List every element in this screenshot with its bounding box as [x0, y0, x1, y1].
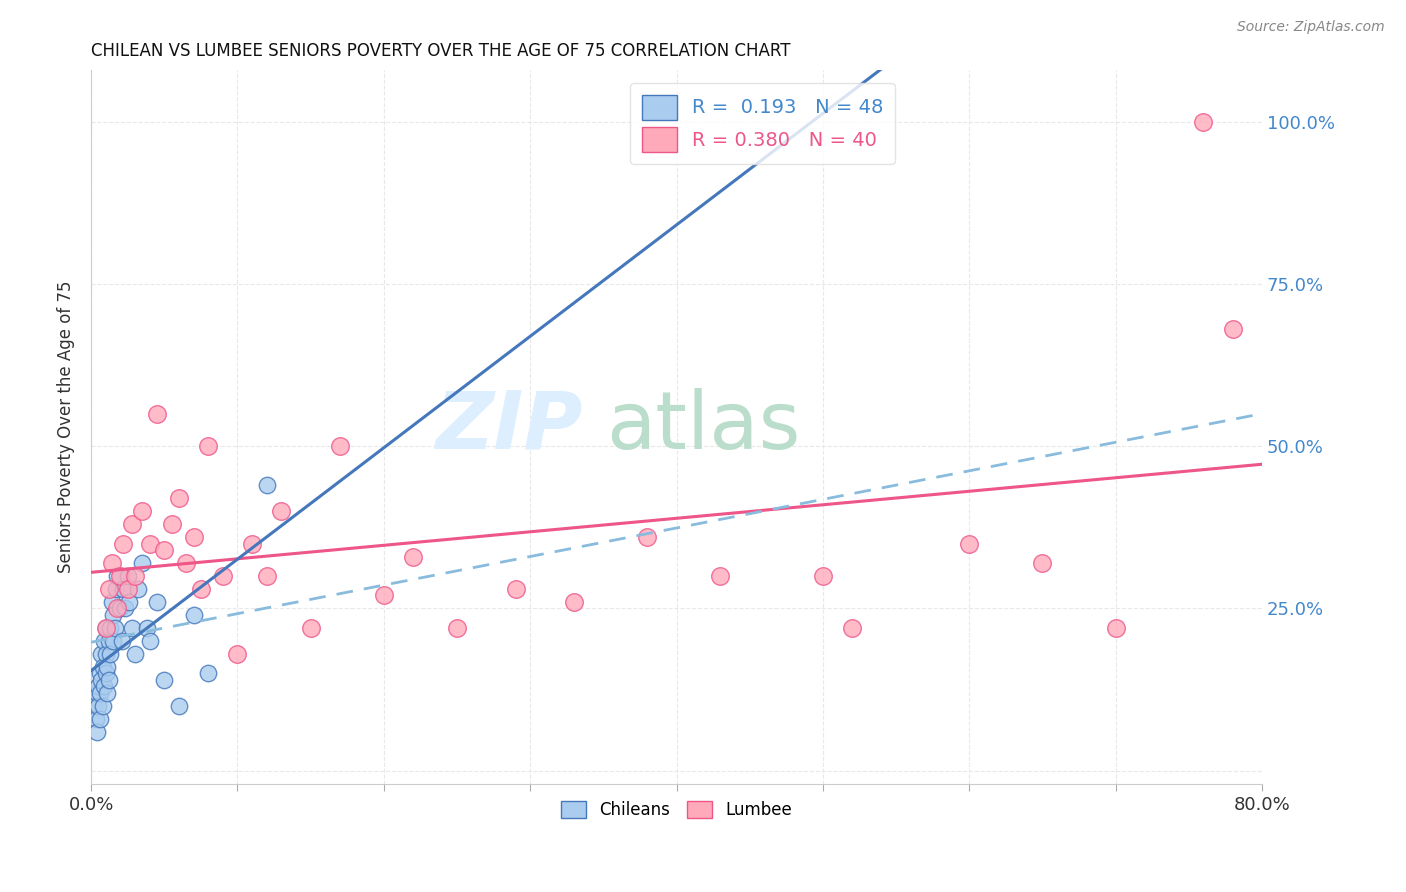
- Point: [83, 698, 105, 713]
- Point: [97, 634, 120, 648]
- Point: [240, 536, 263, 550]
- Point: [121, 517, 143, 532]
- Point: [100, 556, 122, 570]
- Point: [86, 686, 108, 700]
- Y-axis label: Seniors Poverty Over the Age of 75: Seniors Poverty Over the Age of 75: [58, 280, 75, 573]
- Point: [402, 549, 425, 564]
- Point: [107, 569, 129, 583]
- Text: ZIP: ZIP: [436, 388, 583, 466]
- Point: [97, 673, 120, 687]
- Point: [98, 621, 121, 635]
- Point: [1104, 621, 1126, 635]
- Point: [94, 621, 117, 635]
- Point: [114, 601, 136, 615]
- Point: [101, 607, 124, 622]
- Point: [98, 647, 121, 661]
- Point: [101, 634, 124, 648]
- Point: [183, 607, 205, 622]
- Point: [105, 582, 128, 596]
- Point: [212, 569, 235, 583]
- Point: [153, 673, 176, 687]
- Point: [709, 569, 731, 583]
- Point: [957, 536, 980, 550]
- Point: [96, 660, 118, 674]
- Point: [90, 647, 112, 661]
- Point: [841, 621, 863, 635]
- Point: [112, 536, 135, 550]
- Point: [138, 634, 160, 648]
- Text: CHILEAN VS LUMBEE SENIORS POVERTY OVER THE AGE OF 75 CORRELATION CHART: CHILEAN VS LUMBEE SENIORS POVERTY OVER T…: [91, 42, 790, 60]
- Point: [87, 698, 110, 713]
- Point: [373, 589, 395, 603]
- Point: [111, 634, 134, 648]
- Point: [86, 724, 108, 739]
- Point: [91, 660, 114, 674]
- Point: [167, 698, 190, 713]
- Point: [89, 666, 111, 681]
- Point: [107, 601, 129, 615]
- Legend: Chileans, Lumbee: Chileans, Lumbee: [554, 794, 799, 825]
- Text: Source: ZipAtlas.com: Source: ZipAtlas.com: [1237, 20, 1385, 34]
- Point: [117, 582, 139, 596]
- Point: [117, 569, 139, 583]
- Point: [190, 582, 212, 596]
- Point: [110, 569, 132, 583]
- Point: [160, 517, 183, 532]
- Point: [256, 478, 278, 492]
- Point: [146, 407, 169, 421]
- Point: [91, 698, 114, 713]
- Point: [299, 621, 322, 635]
- Point: [174, 556, 197, 570]
- Point: [84, 712, 107, 726]
- Point: [124, 647, 146, 661]
- Point: [93, 679, 115, 693]
- Point: [270, 504, 292, 518]
- Point: [135, 621, 157, 635]
- Point: [811, 569, 834, 583]
- Point: [90, 673, 112, 687]
- Point: [100, 595, 122, 609]
- Point: [118, 595, 141, 609]
- Point: [1192, 114, 1215, 128]
- Point: [138, 536, 160, 550]
- Point: [153, 543, 176, 558]
- Point: [256, 569, 278, 583]
- Point: [94, 621, 117, 635]
- Point: [131, 556, 153, 570]
- Point: [89, 686, 111, 700]
- Point: [197, 439, 219, 453]
- Point: [197, 666, 219, 681]
- Point: [636, 530, 658, 544]
- Point: [329, 439, 352, 453]
- Point: [167, 491, 190, 505]
- Point: [1031, 556, 1053, 570]
- Point: [94, 666, 117, 681]
- Point: [87, 679, 110, 693]
- Point: [1222, 322, 1244, 336]
- Point: [93, 634, 115, 648]
- Point: [131, 504, 153, 518]
- Point: [226, 647, 249, 661]
- Point: [505, 582, 527, 596]
- Point: [124, 569, 146, 583]
- Point: [96, 686, 118, 700]
- Point: [94, 647, 117, 661]
- Point: [112, 582, 135, 596]
- Point: [446, 621, 468, 635]
- Point: [121, 621, 143, 635]
- Point: [97, 582, 120, 596]
- Point: [562, 595, 585, 609]
- Text: atlas: atlas: [606, 388, 800, 466]
- Point: [103, 621, 125, 635]
- Point: [127, 582, 149, 596]
- Point: [89, 712, 111, 726]
- Point: [110, 601, 132, 615]
- Point: [146, 595, 169, 609]
- Point: [183, 530, 205, 544]
